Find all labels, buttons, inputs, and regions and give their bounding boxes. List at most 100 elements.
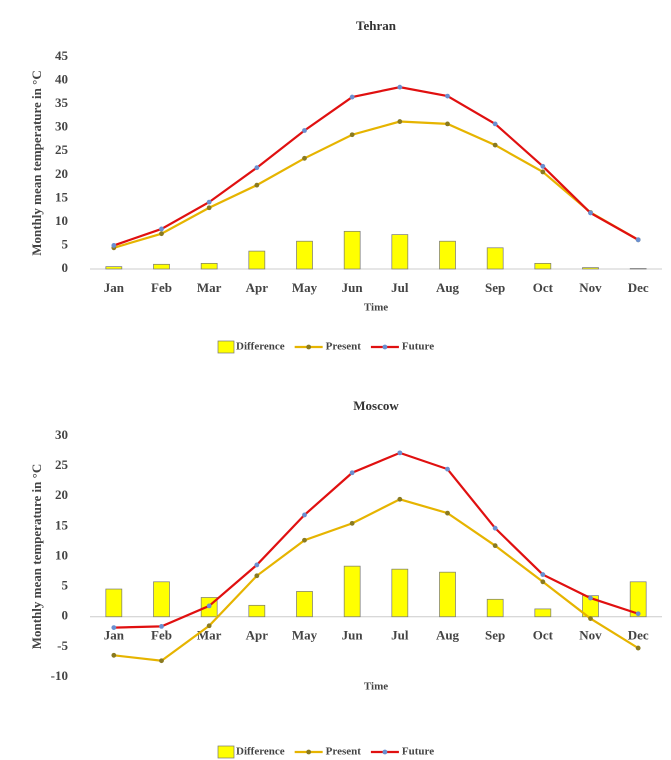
legend-swatch: [217, 340, 235, 354]
bar: [486, 598, 504, 618]
marker: [540, 579, 546, 585]
marker: [445, 93, 450, 99]
marker: [206, 205, 212, 211]
bar: [629, 581, 647, 618]
bar: [391, 234, 409, 270]
x-tick-label: Mar: [197, 628, 222, 643]
bar: [153, 581, 170, 618]
y-tick-label: 20: [55, 487, 68, 502]
marker: [445, 121, 450, 127]
bar: [248, 604, 266, 618]
marker: [492, 142, 498, 148]
marker: [254, 562, 260, 568]
bar: [296, 591, 313, 618]
legend-marker: [306, 344, 312, 350]
line: [113, 451, 639, 629]
x-tick-label: Oct: [533, 280, 554, 295]
bar: [534, 262, 552, 270]
bar: [200, 262, 218, 270]
y-axis-label: Monthly mean temperature in °C: [29, 464, 44, 650]
y-axis-label: Monthly mean temperature in °C: [29, 70, 44, 256]
marker: [635, 237, 641, 243]
x-tick-label: Feb: [151, 628, 172, 643]
line: [113, 120, 639, 249]
bar: [534, 608, 552, 618]
x-tick-label: Dec: [628, 280, 649, 295]
bar: [582, 267, 599, 270]
marker: [445, 466, 450, 472]
marker: [635, 645, 641, 651]
x-tick-label: Jan: [104, 280, 125, 295]
legend-label: Present: [326, 746, 362, 758]
marker: [159, 226, 164, 232]
legend-label: Difference: [236, 341, 285, 353]
x-tick-label: Jun: [342, 628, 364, 643]
marker: [349, 520, 355, 526]
marker: [111, 652, 117, 658]
marker: [206, 199, 212, 205]
y-tick-label: 35: [55, 95, 69, 110]
x-tick-label: Feb: [151, 280, 172, 295]
marker: [635, 611, 641, 617]
y-tick-label: 0: [62, 608, 69, 623]
marker: [302, 128, 307, 133]
marker: [254, 165, 260, 171]
marker: [254, 182, 260, 188]
marker: [492, 525, 498, 531]
x-tick-label: Oct: [533, 628, 554, 643]
x-tick-label: Aug: [436, 628, 460, 643]
bar: [153, 263, 170, 270]
marker: [111, 625, 117, 630]
marker: [349, 94, 355, 100]
marker: [540, 169, 546, 175]
bar: [296, 240, 313, 270]
marker: [302, 512, 307, 518]
y-tick-label: -10: [51, 668, 68, 683]
x-tick-label: Apr: [246, 280, 269, 295]
marker: [492, 121, 498, 127]
y-tick-label: 15: [55, 189, 69, 204]
y-tick-label: 15: [55, 517, 69, 532]
marker: [254, 573, 260, 579]
chart-title: Tehran: [356, 18, 397, 33]
x-tick-label: Sep: [485, 628, 505, 643]
x-tick-label: Sep: [485, 280, 505, 295]
marker: [588, 595, 593, 601]
legend-label: Future: [402, 746, 434, 758]
marker: [445, 510, 450, 516]
x-tick-label: Apr: [246, 628, 269, 643]
marker: [111, 243, 117, 248]
marker: [206, 623, 212, 629]
bar: [248, 250, 266, 270]
bar: [105, 266, 123, 270]
bar: [439, 571, 456, 618]
bar: [343, 565, 361, 618]
marker: [397, 84, 403, 90]
y-tick-label: 20: [55, 166, 68, 181]
bar: [391, 568, 409, 618]
y-tick-label: 25: [55, 457, 69, 472]
marker: [397, 119, 403, 124]
y-tick-label: 10: [55, 213, 68, 228]
marker: [302, 537, 307, 543]
marker: [588, 210, 593, 216]
bar: [343, 230, 361, 270]
marker: [397, 496, 403, 502]
x-tick-label: Aug: [436, 280, 460, 295]
x-tick-label: Jan: [104, 628, 125, 643]
marker: [492, 543, 498, 549]
marker: [540, 572, 546, 577]
x-tick-label: Dec: [628, 628, 649, 643]
bar: [486, 247, 504, 270]
legend-swatch: [217, 745, 235, 759]
x-tick-label: Jun: [342, 280, 364, 295]
line: [113, 498, 639, 662]
line: [113, 86, 639, 247]
legend-label: Difference: [236, 746, 285, 758]
legend-marker: [382, 344, 388, 350]
marker: [206, 603, 212, 609]
x-tick-label: Nov: [579, 628, 602, 643]
marker: [349, 132, 355, 138]
marker: [397, 450, 403, 456]
